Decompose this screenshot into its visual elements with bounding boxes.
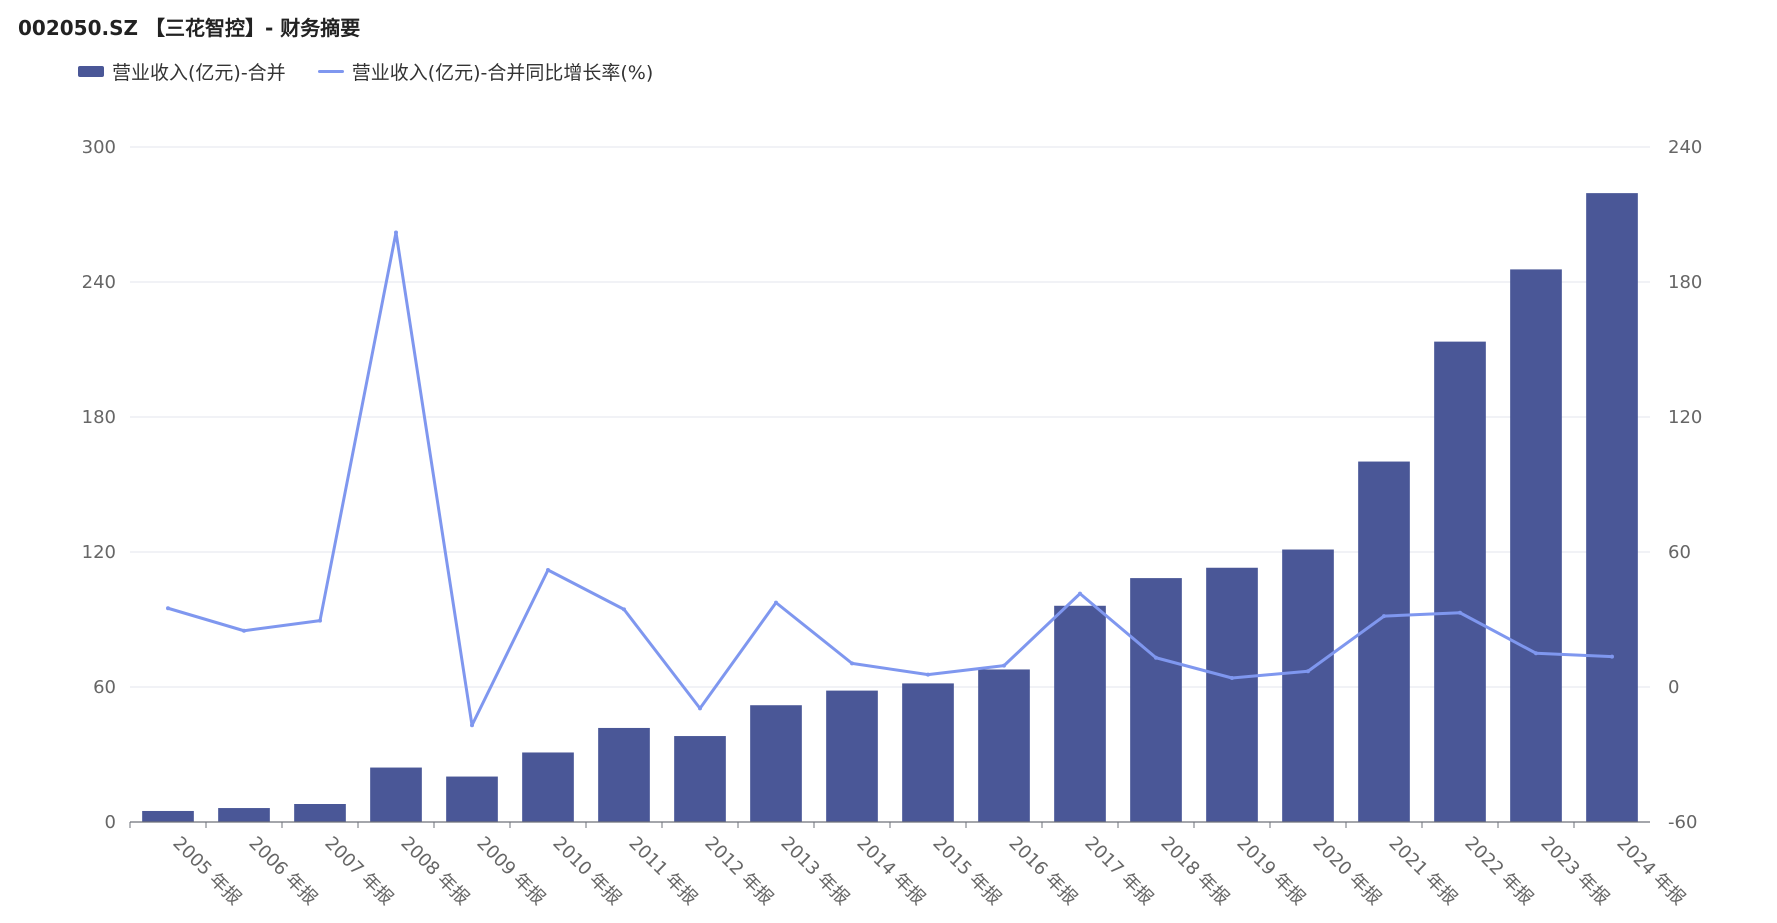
legend-label-growth: 营业收入(亿元)-合并同比增长率(%) bbox=[351, 62, 654, 84]
bar[interactable] bbox=[370, 767, 422, 822]
legend-bar-swatch bbox=[78, 66, 104, 77]
x-tick-label: 2021 年报 bbox=[1384, 833, 1461, 910]
bar[interactable] bbox=[142, 810, 194, 822]
growth-point[interactable] bbox=[242, 628, 246, 633]
x-tick-label: 2015 年报 bbox=[928, 833, 1005, 910]
growth-point[interactable] bbox=[1078, 591, 1082, 596]
growth-point[interactable] bbox=[394, 230, 398, 235]
growth-point[interactable] bbox=[546, 568, 550, 572]
bar[interactable] bbox=[1282, 549, 1334, 822]
chart-title: 002050.SZ 【三花智控】- 财务摘要 bbox=[18, 16, 361, 40]
x-tick-label: 2016 年报 bbox=[1004, 833, 1081, 910]
y-right-tick-label: 180 bbox=[1668, 272, 1702, 293]
bar[interactable] bbox=[446, 776, 498, 822]
legend-line-swatch bbox=[317, 70, 344, 73]
growth-point[interactable] bbox=[1306, 669, 1310, 674]
bar[interactable] bbox=[1510, 269, 1562, 822]
x-tick-label: 2023 年报 bbox=[1536, 833, 1613, 910]
y-right-tick-label: 120 bbox=[1668, 407, 1702, 428]
y-right-tick-label: 240 bbox=[1668, 137, 1702, 158]
growth-point[interactable] bbox=[318, 618, 322, 623]
bar[interactable] bbox=[978, 669, 1030, 822]
x-tick-label: 2013 年报 bbox=[776, 833, 853, 910]
bar[interactable] bbox=[598, 727, 650, 822]
y-left-tick-label: 180 bbox=[82, 407, 116, 428]
x-tick-label: 2018 年报 bbox=[1156, 833, 1233, 910]
x-tick-label: 2009 年报 bbox=[472, 833, 549, 910]
y-right-tick-label: -60 bbox=[1668, 812, 1697, 833]
bar[interactable] bbox=[902, 683, 954, 822]
growth-point[interactable] bbox=[1610, 654, 1614, 659]
y-left-tick-label: 120 bbox=[82, 542, 116, 563]
x-tick-label: 2014 年报 bbox=[852, 833, 929, 910]
x-tick-label: 2020 年报 bbox=[1308, 833, 1385, 910]
legend-item-revenue[interactable]: 营业收入(亿元)-合并 bbox=[78, 58, 286, 85]
bar[interactable] bbox=[294, 804, 346, 822]
bar[interactable] bbox=[1054, 605, 1106, 822]
x-tick-label: 2005 年报 bbox=[168, 833, 245, 910]
x-tick-label: 2024 年报 bbox=[1612, 833, 1689, 910]
bar[interactable] bbox=[826, 690, 878, 822]
growth-point[interactable] bbox=[1002, 663, 1006, 668]
y-right-tick-label: 0 bbox=[1668, 677, 1679, 698]
y-left-tick-label: 0 bbox=[105, 812, 116, 833]
bar[interactable] bbox=[1130, 578, 1182, 822]
growth-point[interactable] bbox=[926, 672, 930, 677]
growth-point[interactable] bbox=[1382, 614, 1386, 619]
x-tick-label: 2017 年报 bbox=[1080, 833, 1157, 910]
x-tick-label: 2010 年报 bbox=[548, 833, 625, 910]
growth-line bbox=[167, 231, 1613, 727]
growth-point[interactable] bbox=[1534, 651, 1538, 656]
growth-point[interactable] bbox=[1458, 610, 1462, 615]
legend: 营业收入(亿元)-合并 营业收入(亿元)-合并同比增长率(%) bbox=[78, 58, 685, 85]
x-tick-label: 2008 年报 bbox=[396, 833, 473, 910]
growth-point[interactable] bbox=[1230, 676, 1234, 680]
bar[interactable] bbox=[1358, 461, 1410, 822]
growth-point[interactable] bbox=[166, 606, 170, 611]
x-tick-label: 2011 年报 bbox=[624, 833, 701, 910]
x-tick-label: 2019 年报 bbox=[1232, 833, 1309, 910]
legend-item-growth[interactable]: 营业收入(亿元)-合并同比增长率(%) bbox=[317, 58, 654, 85]
growth-point[interactable] bbox=[622, 607, 626, 612]
y-right-tick-label: 60 bbox=[1668, 542, 1691, 563]
growth-point[interactable] bbox=[850, 661, 854, 666]
y-left-tick-label: 240 bbox=[82, 272, 116, 293]
growth-point[interactable] bbox=[470, 723, 474, 728]
bar[interactable] bbox=[1206, 567, 1258, 822]
growth-point[interactable] bbox=[698, 706, 702, 711]
bar[interactable] bbox=[522, 752, 574, 822]
bar[interactable] bbox=[750, 705, 802, 822]
legend-label-revenue: 营业收入(亿元)-合并 bbox=[112, 62, 286, 84]
bar[interactable] bbox=[674, 736, 726, 822]
x-tick-label: 2012 年报 bbox=[700, 833, 777, 910]
x-tick-label: 2007 年报 bbox=[320, 833, 397, 910]
bar[interactable] bbox=[1434, 341, 1486, 822]
x-tick-label: 2006 年报 bbox=[244, 833, 321, 910]
growth-point[interactable] bbox=[774, 600, 778, 605]
y-left-tick-label: 60 bbox=[93, 677, 116, 698]
growth-point[interactable] bbox=[1154, 655, 1158, 660]
y-left-tick-label: 300 bbox=[82, 137, 116, 158]
bar[interactable] bbox=[218, 808, 270, 822]
bar[interactable] bbox=[1586, 193, 1638, 822]
x-tick-label: 2022 年报 bbox=[1460, 833, 1537, 910]
